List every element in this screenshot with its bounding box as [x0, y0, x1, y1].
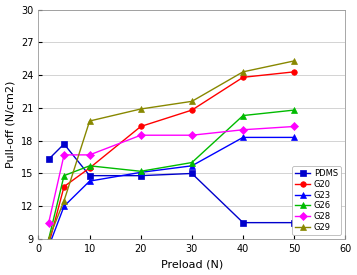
G29: [46, 237, 51, 241]
G26: [139, 170, 143, 173]
G20: [62, 185, 66, 188]
G26: [62, 174, 66, 177]
G20: [87, 166, 92, 170]
G28: [139, 134, 143, 137]
G23: [46, 245, 51, 248]
G26: [190, 161, 194, 164]
Line: G29: G29: [46, 58, 297, 242]
Line: G20: G20: [46, 69, 297, 247]
G29: [62, 199, 66, 202]
G28: [292, 125, 296, 128]
G20: [190, 108, 194, 112]
G20: [292, 70, 296, 73]
G23: [139, 171, 143, 174]
G29: [190, 100, 194, 103]
G23: [292, 136, 296, 139]
Line: G23: G23: [46, 135, 297, 249]
PDMS: [87, 174, 92, 177]
Line: G26: G26: [46, 107, 297, 242]
G23: [190, 164, 194, 167]
G26: [46, 237, 51, 241]
G28: [190, 134, 194, 137]
G28: [46, 221, 51, 224]
X-axis label: Preload (N): Preload (N): [161, 259, 223, 270]
G28: [87, 153, 92, 156]
PDMS: [62, 142, 66, 145]
G29: [241, 70, 245, 73]
G28: [241, 128, 245, 131]
Line: PDMS: PDMS: [46, 141, 297, 226]
PDMS: [46, 158, 51, 161]
G23: [241, 136, 245, 139]
PDMS: [190, 172, 194, 175]
Y-axis label: Pull-off (N/cm2): Pull-off (N/cm2): [6, 81, 16, 168]
G26: [292, 108, 296, 112]
G26: [87, 164, 92, 167]
G20: [139, 125, 143, 128]
G23: [62, 205, 66, 208]
G29: [87, 119, 92, 123]
PDMS: [292, 221, 296, 224]
Line: G28: G28: [46, 124, 297, 226]
PDMS: [139, 174, 143, 177]
G28: [62, 153, 66, 156]
G26: [241, 114, 245, 117]
G20: [241, 76, 245, 79]
Legend: PDMS, G20, G23, G26, G28, G29: PDMS, G20, G23, G26, G28, G29: [292, 166, 341, 235]
G23: [87, 180, 92, 183]
G29: [292, 59, 296, 63]
PDMS: [241, 221, 245, 224]
G20: [46, 243, 51, 246]
G29: [139, 107, 143, 111]
